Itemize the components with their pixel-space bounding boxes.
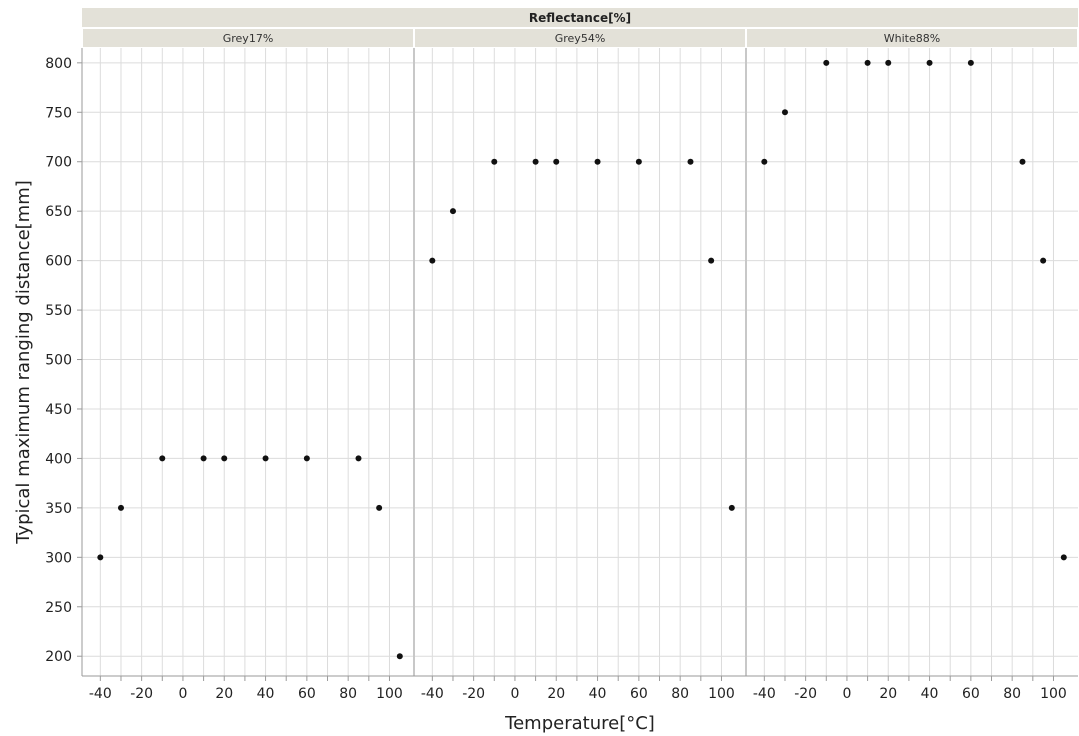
data-point [262, 455, 269, 462]
data-point [429, 257, 436, 264]
panel-label: Grey54% [555, 32, 606, 45]
data-point [396, 653, 403, 660]
data-point [1019, 158, 1026, 165]
data-point [97, 554, 104, 561]
data-point [708, 257, 715, 264]
x-tick-label: 60 [962, 686, 980, 702]
y-tick-label: 800 [45, 56, 72, 72]
data-point [376, 504, 383, 511]
data-point [781, 109, 788, 116]
x-tick-label: 100 [708, 686, 735, 702]
x-tick-label: 40 [589, 686, 607, 702]
x-tick-label: 0 [510, 686, 519, 702]
y-tick-label: 450 [45, 402, 72, 418]
x-tick-label: 100 [376, 686, 403, 702]
data-point [221, 455, 228, 462]
data-point [1040, 257, 1047, 264]
data-point [635, 158, 642, 165]
strip-header: Reflectance[%] Grey17% Grey54% White88% [81, 8, 1079, 49]
x-tick-label: 100 [1040, 686, 1067, 702]
x-tick-label: 0 [178, 686, 187, 702]
panel-label: White88% [884, 32, 940, 45]
data-point [449, 208, 456, 215]
y-tick-label: 650 [45, 204, 72, 220]
data-point [1060, 554, 1067, 561]
x-tick-label: 60 [298, 686, 316, 702]
x-axis-label: Temperature[°C] [504, 713, 655, 734]
x-tick-label: -20 [794, 686, 817, 702]
x-tick-label: -20 [462, 686, 485, 702]
x-tick-label: -40 [421, 686, 444, 702]
x-tick-label: 60 [630, 686, 648, 702]
y-tick-label: 700 [45, 155, 72, 171]
y-tick-label: 500 [45, 353, 72, 369]
data-point [885, 59, 892, 66]
y-tick-label: 750 [45, 105, 72, 121]
data-point [926, 59, 933, 66]
data-point [491, 158, 498, 165]
axes: 200250300350400450500550600650700750800-… [45, 48, 1078, 702]
data-point [761, 158, 768, 165]
data-point [532, 158, 539, 165]
y-tick-label: 400 [45, 451, 72, 467]
data-point [864, 59, 871, 66]
data-point [117, 504, 124, 511]
data-point [967, 59, 974, 66]
x-tick-label: 0 [842, 686, 851, 702]
grid [82, 48, 1078, 676]
y-tick-label: 200 [45, 649, 72, 665]
panel-label: Grey17% [223, 32, 274, 45]
y-axis-label: Typical maximum ranging distance[mm] [13, 180, 34, 545]
y-tick-label: 350 [45, 501, 72, 517]
chart-title: Reflectance[%] [529, 11, 631, 25]
data-point [159, 455, 166, 462]
x-tick-label: -40 [89, 686, 112, 702]
x-tick-label: 40 [257, 686, 275, 702]
y-tick-label: 250 [45, 600, 72, 616]
data-point [200, 455, 207, 462]
data-point [687, 158, 694, 165]
data-point [553, 158, 560, 165]
x-tick-label: 80 [671, 686, 689, 702]
data-point [303, 455, 310, 462]
data-point [728, 504, 735, 511]
x-tick-label: -40 [753, 686, 776, 702]
x-tick-label: 80 [1003, 686, 1021, 702]
plot-area [82, 48, 1078, 676]
data-points [97, 59, 1067, 660]
x-tick-label: 80 [339, 686, 357, 702]
x-tick-label: 20 [879, 686, 897, 702]
data-point [823, 59, 830, 66]
x-tick-label: 20 [547, 686, 565, 702]
data-point [594, 158, 601, 165]
strip-title-bar [82, 8, 1078, 28]
x-tick-label: 20 [215, 686, 233, 702]
data-point [355, 455, 362, 462]
y-tick-label: 550 [45, 303, 72, 319]
y-tick-label: 600 [45, 254, 72, 270]
x-tick-label: -20 [130, 686, 153, 702]
x-tick-label: 40 [921, 686, 939, 702]
y-tick-label: 300 [45, 550, 72, 566]
